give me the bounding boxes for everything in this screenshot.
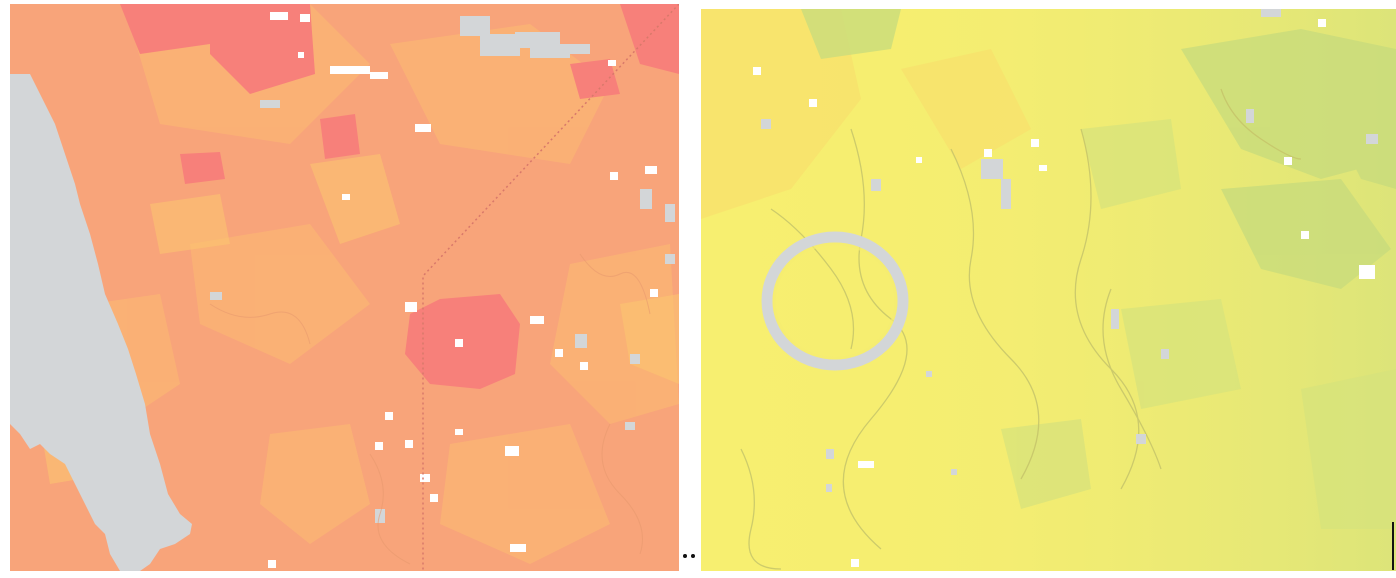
- left-map-nodata-region: [10, 74, 192, 571]
- separator-dots: [681, 552, 699, 560]
- separator-dot: [691, 554, 695, 558]
- right-heat-map[interactable]: [701, 9, 1396, 571]
- right-map-warm-zones: [701, 9, 1031, 219]
- right-map-white-specks: [753, 19, 1375, 567]
- left-map-terrain-lines: [209, 253, 651, 565]
- left-map-nodata-specks: [115, 16, 675, 523]
- right-map-rivers: [740, 88, 1302, 570]
- right-map-crater-ring-inner: [772, 242, 898, 360]
- edge-line: [1392, 522, 1394, 570]
- right-map-crater-ring: [761, 231, 909, 371]
- right-map-pale-green-zones: [1001, 119, 1396, 529]
- right-map-canvas: [701, 9, 1396, 571]
- right-map-nodata-specks: [761, 9, 1378, 492]
- left-map-canvas: [10, 4, 679, 571]
- left-map-boundary-line: [422, 4, 679, 571]
- left-map-white-specks: [268, 12, 658, 568]
- left-heat-map[interactable]: [10, 4, 679, 571]
- separator-dot: [683, 554, 687, 558]
